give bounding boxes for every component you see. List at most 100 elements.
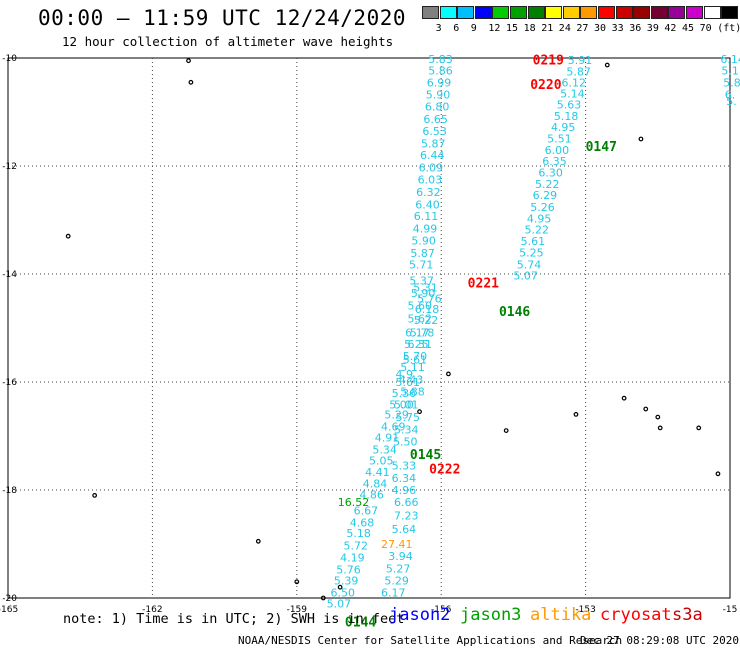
legend-jason3: jason3 [460, 605, 522, 625]
swh-value: 5.71 [409, 258, 434, 271]
swh-value: 5.36 [392, 387, 417, 400]
swh-value: 5. [726, 95, 737, 108]
swh-value: 6.50 [330, 587, 355, 600]
swh-value: 6.00 [545, 144, 570, 157]
swh-value: 4.86 [359, 488, 384, 501]
scale-swatch [668, 6, 686, 19]
swh-value: 5.33 [392, 460, 417, 473]
lat-tick-label: -14 [2, 270, 17, 280]
swh-value: 6.65 [423, 113, 448, 126]
scale-label: 33 [611, 23, 624, 34]
swh-value: 6.31 [408, 338, 433, 351]
swh-value: 5.62 [408, 312, 433, 325]
swh-value: 5.76 [336, 563, 361, 576]
swh-value: 6.03 [418, 174, 443, 187]
map-subtitle: 12 hour collection of altimeter wave hei… [62, 34, 394, 49]
swh-value: 6.17 [405, 326, 430, 339]
swh-value: 16.52 [338, 496, 370, 509]
swh-value: 4.43 [399, 373, 424, 386]
swh-value: 5.91 [568, 54, 593, 67]
swh-value: 6.32 [416, 186, 441, 199]
lon-tick-label: -162 [142, 605, 162, 615]
scale-swatch [545, 6, 563, 19]
swh-value: 5.18 [554, 110, 579, 123]
swh-value: 4.41 [365, 466, 390, 479]
scale-swatch [580, 6, 598, 19]
lon-tick-label: -15 [723, 605, 738, 615]
swh-value: 5.90 [411, 235, 436, 248]
scale-swatch [615, 6, 633, 19]
swh-value: 5.83 [428, 53, 453, 66]
swh-value: 5.22 [524, 224, 549, 237]
lat-tick-label: -12 [2, 162, 17, 172]
swh-value: 6.80 [425, 101, 450, 114]
lat-tick-label: -10 [2, 54, 17, 64]
scale-label: 3 [435, 23, 442, 34]
pass-time-label: 0221 [468, 277, 499, 292]
scale-label: 42 [664, 23, 677, 34]
swh-value: 5.90 [411, 287, 436, 300]
swh-value: 5.07 [327, 597, 352, 610]
swh-value: 6.11 [414, 210, 439, 223]
swh-value: 6.09 [419, 162, 444, 175]
swh-value: 5.87 [421, 137, 446, 150]
swh-value: 6.12 [562, 76, 587, 89]
scale-label: 27 [576, 23, 589, 34]
scale-swatch [686, 6, 703, 19]
swh-value: 5.00 [389, 399, 414, 412]
swh-value: 5.63 [557, 98, 582, 111]
scale-label: 6 [453, 23, 460, 34]
swh-value: 5.31 [413, 282, 438, 295]
scale-swatch [650, 6, 668, 19]
scale-label: 9 [470, 23, 477, 34]
island [294, 579, 300, 585]
scale-swatch [510, 6, 527, 19]
scale-swatch [527, 6, 545, 19]
pass-time-label: 0219 [533, 54, 564, 69]
swh-value: 5.74 [517, 258, 542, 271]
swh-value: 6.18 [415, 303, 440, 316]
swh-value: 6.40 [415, 198, 440, 211]
swh-value: 5.64 [392, 523, 417, 536]
swh-value: 5.29 [384, 408, 409, 421]
swh-value: 5.61 [403, 353, 428, 366]
swh-value: 5.11 [400, 361, 425, 374]
swh-value: 6.34 [392, 472, 417, 485]
swh-value: 6.53 [422, 125, 447, 138]
swh-value: 4.91 [375, 432, 400, 445]
lat-tick-label: -16 [2, 378, 17, 388]
swh-value: 5.39 [334, 575, 359, 588]
swh-value: 5.88 [400, 386, 425, 399]
island [621, 395, 627, 401]
swh-value: 6.17 [381, 587, 406, 600]
swh-value: 4.99 [413, 223, 438, 236]
swh-value: 5.01 [394, 399, 419, 412]
swh-value: 7.23 [394, 509, 419, 522]
swh-value: 6.99 [427, 76, 452, 89]
legend-altika: altika [530, 605, 592, 625]
lat-tick-label: -18 [2, 486, 17, 496]
island [417, 409, 422, 415]
swh-value: 6.44 [420, 149, 445, 162]
swh-value: 6.67 [354, 505, 379, 518]
lon-tick-label: -153 [575, 605, 595, 615]
swh-value: 6.30 [538, 166, 563, 179]
pass-time-label: 0146 [499, 305, 530, 320]
swh-value: 5.70 [403, 350, 428, 363]
swh-value: 4.68 [350, 516, 375, 529]
island [655, 414, 661, 420]
scale-swatch [703, 6, 721, 19]
swh-value: 5.34 [394, 424, 419, 437]
swh-value: 4.84 [363, 478, 388, 491]
swh-value: 3.94 [388, 550, 413, 563]
swh-value: 5.37 [409, 274, 434, 287]
swh-value: 5.78 [410, 326, 435, 339]
swh-value: 5.61 [395, 376, 420, 389]
swh-value: 5.25 [404, 338, 429, 351]
island [657, 425, 663, 431]
scale-label: 70 [699, 23, 712, 34]
island [337, 584, 343, 590]
island [188, 79, 194, 85]
island [255, 538, 261, 544]
swh-value: 4.95 [551, 121, 576, 134]
